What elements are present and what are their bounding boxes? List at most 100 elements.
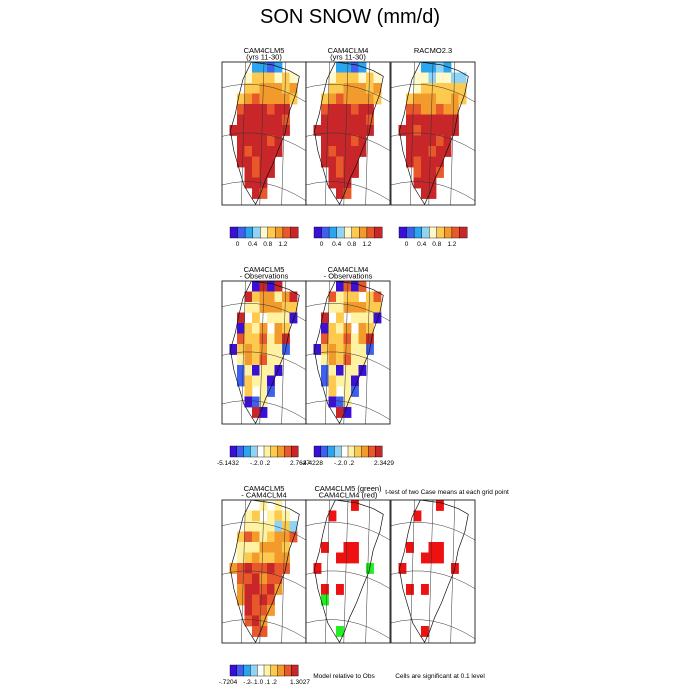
grid-cell [244,386,253,397]
grid-cell [358,281,367,292]
grid-cell [336,333,344,345]
grid-cell [436,62,444,73]
colorbar-swatch [244,226,254,239]
colorbar-tick-label: .2 [349,460,355,467]
grid-cell [443,146,452,157]
colorbar-tick-label: 0.8 [432,241,441,248]
grid-cell [244,521,253,532]
colorbar-tick-label: -.2 [334,460,342,467]
colorbar-swatch [260,226,269,239]
grid-cell [252,291,260,303]
grid-cell [351,365,359,376]
grid-cell [274,62,283,73]
grid-cell [328,156,337,168]
grid-cell [274,312,283,324]
grid-cell [451,93,459,105]
grid-cell [351,542,359,553]
grid-cell [428,62,437,73]
grid-cell [252,177,260,189]
grid-cell [406,584,414,595]
grid-cell [259,563,268,574]
grid-cell [436,542,444,553]
grid-cell [274,291,283,303]
grid-cell [237,344,245,355]
grid-cell [413,72,422,84]
grid-cell [358,104,367,115]
grid-cell [421,83,429,94]
colorbar-swatch [275,226,284,239]
grid-cell [336,104,344,115]
longitude-line [450,500,456,643]
grid-cell [351,281,359,292]
grid-cell [406,135,414,147]
grid-cell [252,407,260,418]
grid-cell [336,323,344,334]
grid-cell [282,302,290,313]
grid-cell [451,104,459,115]
latitude-line [306,619,390,639]
grid-cell [282,72,290,84]
grid-cell [252,83,260,94]
grid-cell [267,291,275,303]
grid-cell [267,605,275,616]
grid-cell [328,167,337,178]
grid-cell [267,104,275,115]
colorbar-tick-label: -.1 [250,679,258,686]
grid-cell [289,302,298,313]
colorbar-tick-label: .0 [258,460,264,467]
colorbar-swatch [290,226,299,239]
grid-cell [252,354,260,366]
grid-cell [237,531,245,543]
latitude-line [222,132,306,151]
grid-cell [343,407,352,418]
grid-cell [267,552,275,564]
grid-cell [351,312,359,324]
colorbar-tick-label: .2 [265,460,271,467]
grid-cell [366,312,374,324]
grid-cell [321,312,329,324]
grid-cell [289,93,298,105]
grid-cell [289,312,298,324]
grid-cell [366,83,374,94]
grid-cell [274,146,283,157]
grid-cell [244,177,253,189]
grid-cell [259,594,268,606]
grid-cell [351,167,359,178]
grid-cell [244,563,253,574]
colorbar-1-2: 0 0.4 0.8 1.2 [313,226,383,248]
latitude-line [222,181,306,201]
coastline [399,62,469,205]
colorbar-tick-label: 0 [405,241,409,248]
grid-cell [373,83,382,94]
longitude-line [281,281,287,424]
grid-cell [336,93,344,105]
latitude-line [222,351,306,370]
grid-cell [421,125,429,136]
grid-cell [343,114,352,126]
colorbar-tick-label: -.7204 [219,679,238,686]
grid-cell [274,542,283,553]
grid-cell [244,531,253,543]
colorbar-swatch [429,226,438,239]
longitude-line [259,500,265,643]
grid-cell [274,135,283,147]
grid-cell [244,605,253,616]
grid-cell [252,531,260,543]
grid-cell [267,114,275,126]
grid-cell [274,72,283,84]
grid-cell [267,521,275,532]
grid-cell [358,312,367,324]
grid-cell [358,135,367,147]
grid-cell [259,552,268,564]
colorbar-1-1: 0 0.4 0.8 1.2 [229,226,299,248]
colorbar-1-3: 0 0.4 0.8 1.2 [398,226,468,248]
grid-cell [252,72,260,84]
grid-cell [274,354,283,366]
colorbar-3-1: -.7204 -.2 -.1.0.1.2 1.3027 [219,664,310,686]
grid-cell [351,125,359,136]
grid-cell [259,375,268,387]
grid-cell [443,93,452,105]
grid-cell [413,83,422,94]
grid-cell [421,104,429,115]
